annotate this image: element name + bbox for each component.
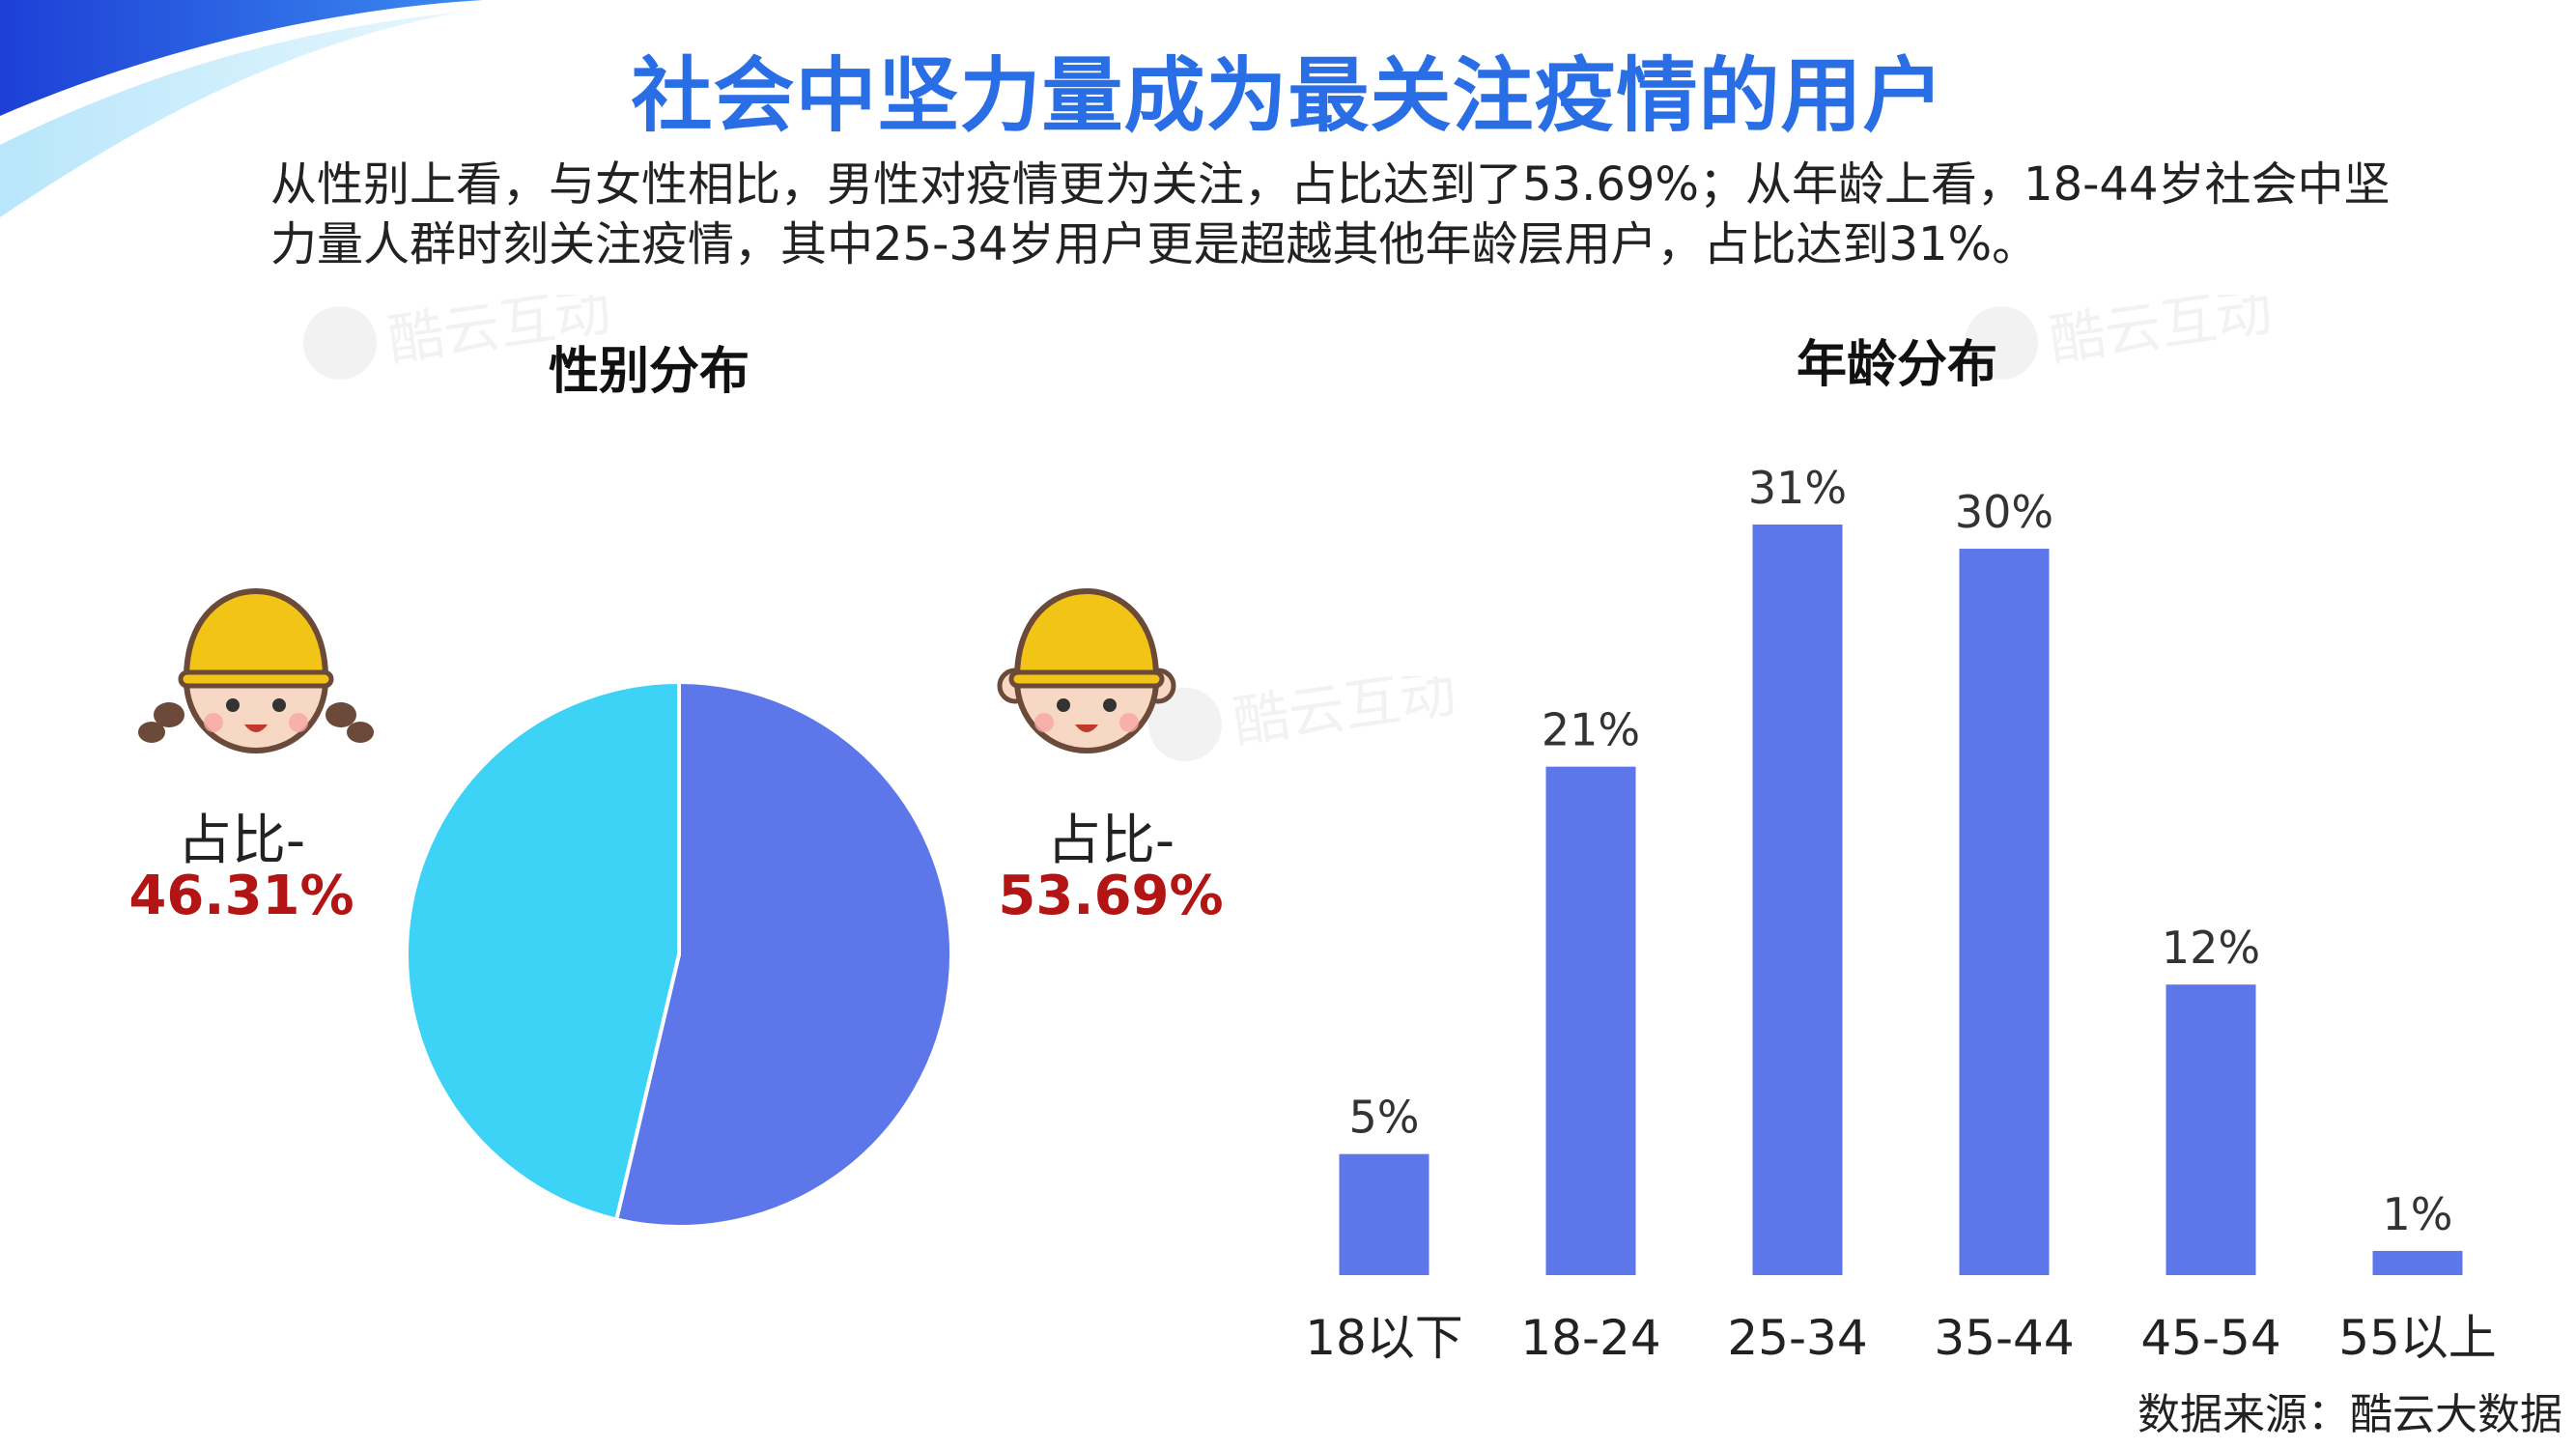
bar-18以下 [1339,1153,1430,1275]
page-subtitle: 从性别上看，与女性相比，男性对疫情更为关注，占比达到了53.69%；从年龄上看，… [270,155,2492,274]
pie-slice-male [613,679,953,1229]
pie-slice-female [405,679,681,1222]
x-tick-label: 55以上 [2338,1310,2497,1366]
bar-18-24 [1545,766,1636,1275]
bar-value-label: 5% [1349,1092,1420,1144]
age-bar-chart: 5% 18以下 21% 18-24 31% 25-34 30% 35-44 12% 45-54 1%… [1305,462,2497,1366]
bar-value-label: 21% [1542,704,1640,756]
gender-section-title: 性别分布 [549,343,750,401]
x-tick-label: 45-54 [2140,1310,2280,1366]
bar-45-54 [2166,984,2256,1275]
bar-55以上 [2372,1250,2463,1275]
corner-swoosh-decoration [0,0,483,217]
x-tick-label: 25-34 [1727,1310,1867,1366]
page-title: 社会中坚力量成为最关注疫情的用户 [631,48,1945,143]
bar-25-34 [1752,525,1843,1275]
watermark-text: 酷云互动 [2045,295,2276,374]
x-tick-label: 35-44 [1934,1310,2074,1366]
bar-value-label: 30% [1955,486,2053,538]
male-avatar-icon [997,587,1176,753]
male-share-value: 53.69% [998,865,1224,927]
x-tick-label: 18-24 [1520,1310,1660,1366]
female-share-label: 占比- [177,810,306,872]
data-source-note: 数据来源：酷云大数据 [2137,1390,2562,1439]
bar-value-label: 31% [1748,462,1847,514]
gender-pie-chart [405,679,953,1229]
subtitle-line-2: 力量人群时刻关注疫情，其中25-34岁用户更是超越其他年龄层用户，占比达到31%… [270,217,2039,271]
bar-value-label: 1% [2383,1188,2453,1240]
female-share-value: 46.31% [128,865,354,927]
age-section-title: 年龄分布 [1797,336,1998,394]
male-share-label: 占比- [1046,810,1175,872]
watermark-logo: 酷云互动 [1961,277,2328,395]
x-tick-label: 18以下 [1305,1310,1463,1366]
bar-35-44 [1959,549,2050,1275]
bar-value-label: 12% [2162,922,2260,974]
female-avatar-icon [138,587,374,753]
subtitle-line-1: 从性别上看，与女性相比，男性对疫情更为关注，占比达到了53.69%；从年龄上看，… [270,157,2391,212]
